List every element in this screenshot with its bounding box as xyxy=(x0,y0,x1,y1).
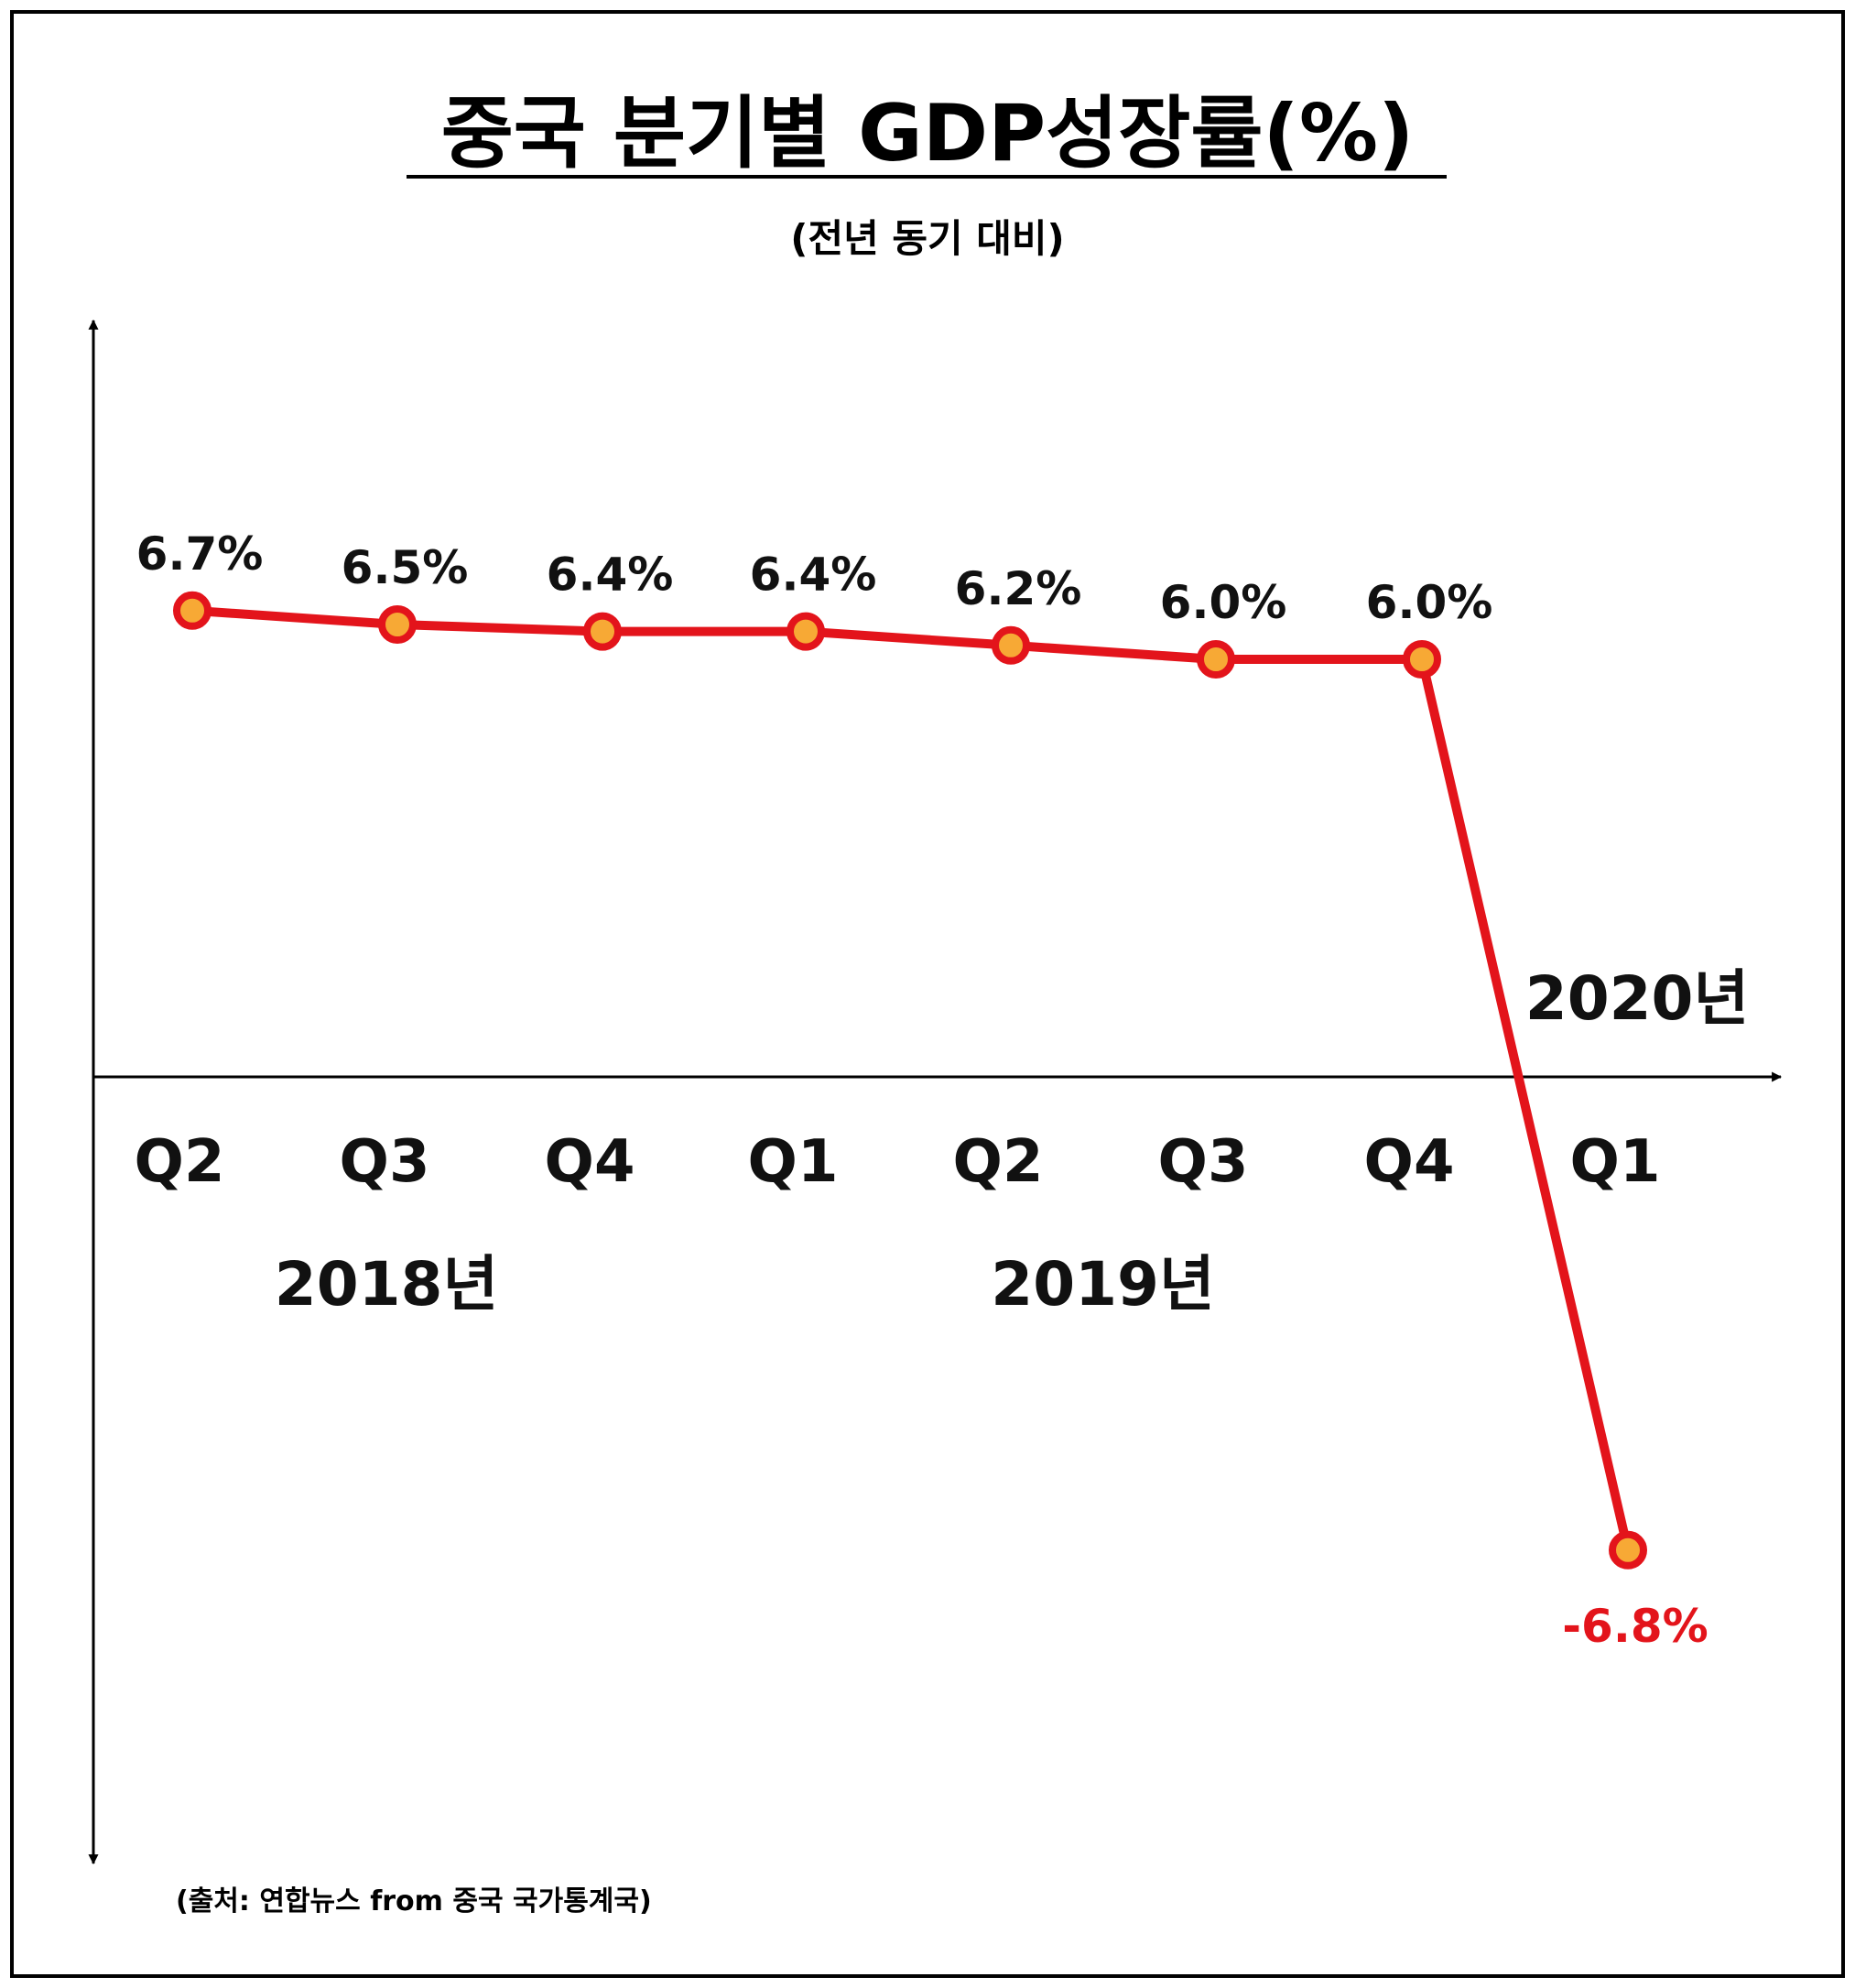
data-point xyxy=(1197,640,1235,679)
category-label: Q1 xyxy=(748,1128,839,1196)
data-point xyxy=(1403,640,1441,679)
data-point xyxy=(1609,1530,1647,1570)
category-label: Q1 xyxy=(1570,1128,1661,1196)
category-label: Q2 xyxy=(135,1128,225,1196)
source-note: (출처: 연합뉴스 from 중국 국가통계국) xyxy=(176,1885,652,1917)
data-label: 6.0% xyxy=(1160,576,1287,629)
data-label: 6.4% xyxy=(750,549,877,602)
chart-subtitle: (전년 동기 대비) xyxy=(790,216,1064,261)
category-label: Q4 xyxy=(1364,1128,1455,1196)
year-label: 2018년 xyxy=(275,1249,498,1320)
data-label: 6.7% xyxy=(136,527,264,581)
series-line xyxy=(188,605,1633,1555)
data-point xyxy=(378,605,417,644)
data-label: -6.8% xyxy=(1562,1600,1708,1653)
year-label: 2019년 xyxy=(991,1249,1214,1320)
data-point xyxy=(992,625,1030,665)
data-label: 6.2% xyxy=(955,562,1082,615)
data-label: 6.4% xyxy=(547,549,674,602)
category-label: Q3 xyxy=(1158,1128,1249,1196)
year-labels: 2018년 2019년 2020년 xyxy=(275,963,1749,1320)
year-label: 2020년 xyxy=(1525,963,1749,1034)
category-labels: Q2 Q3 Q4 Q1 Q2 Q3 Q4 Q1 xyxy=(135,1128,1661,1196)
category-label: Q4 xyxy=(545,1128,635,1196)
data-point xyxy=(173,591,212,630)
data-point xyxy=(786,612,825,651)
chart-frame xyxy=(10,10,1845,1978)
chart-title: 중국 분기별 GDP성장률(%) xyxy=(441,88,1415,179)
data-point xyxy=(583,612,622,651)
category-label: Q2 xyxy=(953,1128,1044,1196)
category-label: Q3 xyxy=(340,1128,430,1196)
data-label: 6.0% xyxy=(1366,576,1493,629)
series-layer: 6.7% 6.5% 6.4% 6.4% 6.2% 6.0% 6.0% -6.8% xyxy=(136,527,1709,1653)
data-label: 6.5% xyxy=(342,541,469,594)
